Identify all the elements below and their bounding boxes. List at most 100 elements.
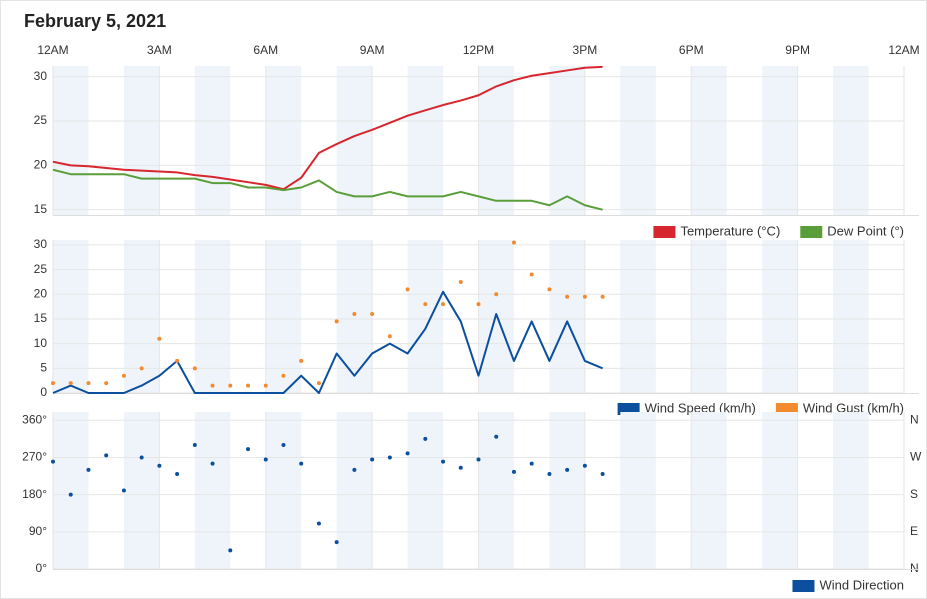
data-point xyxy=(210,383,215,388)
hour-band xyxy=(620,66,656,215)
data-point xyxy=(352,467,357,472)
data-point xyxy=(565,294,570,299)
hour-band xyxy=(265,66,302,215)
data-point xyxy=(51,381,55,386)
hour-band xyxy=(762,240,798,393)
legend-label: Wind Speed (km/h) xyxy=(645,400,756,415)
hour-band xyxy=(691,412,727,569)
series-line xyxy=(52,65,603,191)
data-point xyxy=(299,358,304,363)
data-point xyxy=(494,434,499,439)
legend-swatch xyxy=(653,226,676,238)
y2-tick-label: S xyxy=(910,487,918,501)
data-point xyxy=(104,453,109,458)
data-point xyxy=(476,457,481,462)
data-point xyxy=(263,383,268,388)
data-point xyxy=(423,302,428,307)
hour-band xyxy=(478,66,514,215)
y-tick-label: 180° xyxy=(22,487,47,501)
y-tick-label: 15 xyxy=(34,202,48,216)
data-point xyxy=(139,366,144,371)
data-point xyxy=(68,381,73,386)
data-point xyxy=(511,469,516,474)
y-tick-label: 25 xyxy=(34,262,48,276)
hour-band xyxy=(336,412,373,569)
y-tick-label: 10 xyxy=(34,336,48,350)
data-point xyxy=(352,312,357,317)
hour-band xyxy=(549,240,585,393)
hour-band xyxy=(265,240,302,393)
data-point xyxy=(68,492,73,497)
y-tick-label: 360° xyxy=(22,412,47,426)
y-tick-label: 0° xyxy=(36,561,48,575)
x-tick-label: 3PM xyxy=(573,43,598,57)
hour-band xyxy=(407,66,444,215)
x-tick-label: 12AM xyxy=(37,43,68,57)
data-point xyxy=(494,292,499,297)
y2-tick-label: N xyxy=(910,412,919,426)
data-point xyxy=(263,457,268,462)
y2-tick-label: W xyxy=(910,450,922,464)
data-point xyxy=(334,540,339,545)
data-point xyxy=(441,302,446,307)
hour-band xyxy=(53,412,89,569)
y2-tick-label: E xyxy=(910,524,918,538)
hour-band xyxy=(833,412,869,569)
data-point xyxy=(582,463,587,468)
data-point xyxy=(458,279,463,284)
data-point xyxy=(51,459,55,464)
x-tick-label: 12PM xyxy=(463,43,494,57)
data-point xyxy=(86,381,91,386)
data-point xyxy=(210,461,215,466)
data-point xyxy=(299,461,304,466)
data-point xyxy=(405,287,410,292)
data-point xyxy=(387,334,392,339)
data-point xyxy=(387,455,392,460)
chart-title: February 5, 2021 xyxy=(24,11,166,31)
data-point xyxy=(405,451,410,456)
hour-band xyxy=(53,66,89,215)
data-point xyxy=(423,436,428,441)
data-point xyxy=(334,319,339,324)
y-tick-label: 20 xyxy=(34,286,48,300)
data-point xyxy=(281,373,286,378)
data-point xyxy=(175,358,180,363)
data-point xyxy=(370,312,375,317)
data-point xyxy=(565,467,570,472)
y-tick-label: 90° xyxy=(29,524,47,538)
data-point xyxy=(175,471,180,476)
data-point xyxy=(316,521,321,526)
x-tick-label: 12AM xyxy=(888,43,919,57)
data-point xyxy=(157,336,162,341)
x-tick-label: 3AM xyxy=(147,43,172,57)
legend-label: Wind Gust (km/h) xyxy=(803,400,904,415)
hour-band xyxy=(833,66,869,215)
data-point xyxy=(511,240,516,245)
data-point xyxy=(370,457,375,462)
data-point xyxy=(157,463,162,468)
hour-band xyxy=(549,412,585,569)
data-point xyxy=(246,447,251,452)
data-point xyxy=(281,443,286,448)
hour-band xyxy=(194,412,231,569)
y2-tick-label: N xyxy=(910,561,919,575)
x-tick-label: 9PM xyxy=(785,43,810,57)
data-point xyxy=(441,459,446,464)
data-point xyxy=(600,294,605,299)
y-tick-label: 5 xyxy=(40,360,47,374)
hour-band xyxy=(620,412,656,569)
hour-band xyxy=(123,412,160,569)
legend-swatch xyxy=(800,226,823,238)
hour-band xyxy=(194,240,231,393)
data-point xyxy=(121,488,126,493)
legend: Temperature (°C) Dew Point (°) xyxy=(653,223,904,238)
hour-band xyxy=(265,412,302,569)
y-tick-label: 0 xyxy=(40,385,47,399)
data-point xyxy=(228,548,233,553)
y-tick-label: 25 xyxy=(34,113,48,127)
hour-band xyxy=(194,66,231,215)
y-tick-label: 15 xyxy=(34,311,48,325)
hour-band xyxy=(407,412,444,569)
